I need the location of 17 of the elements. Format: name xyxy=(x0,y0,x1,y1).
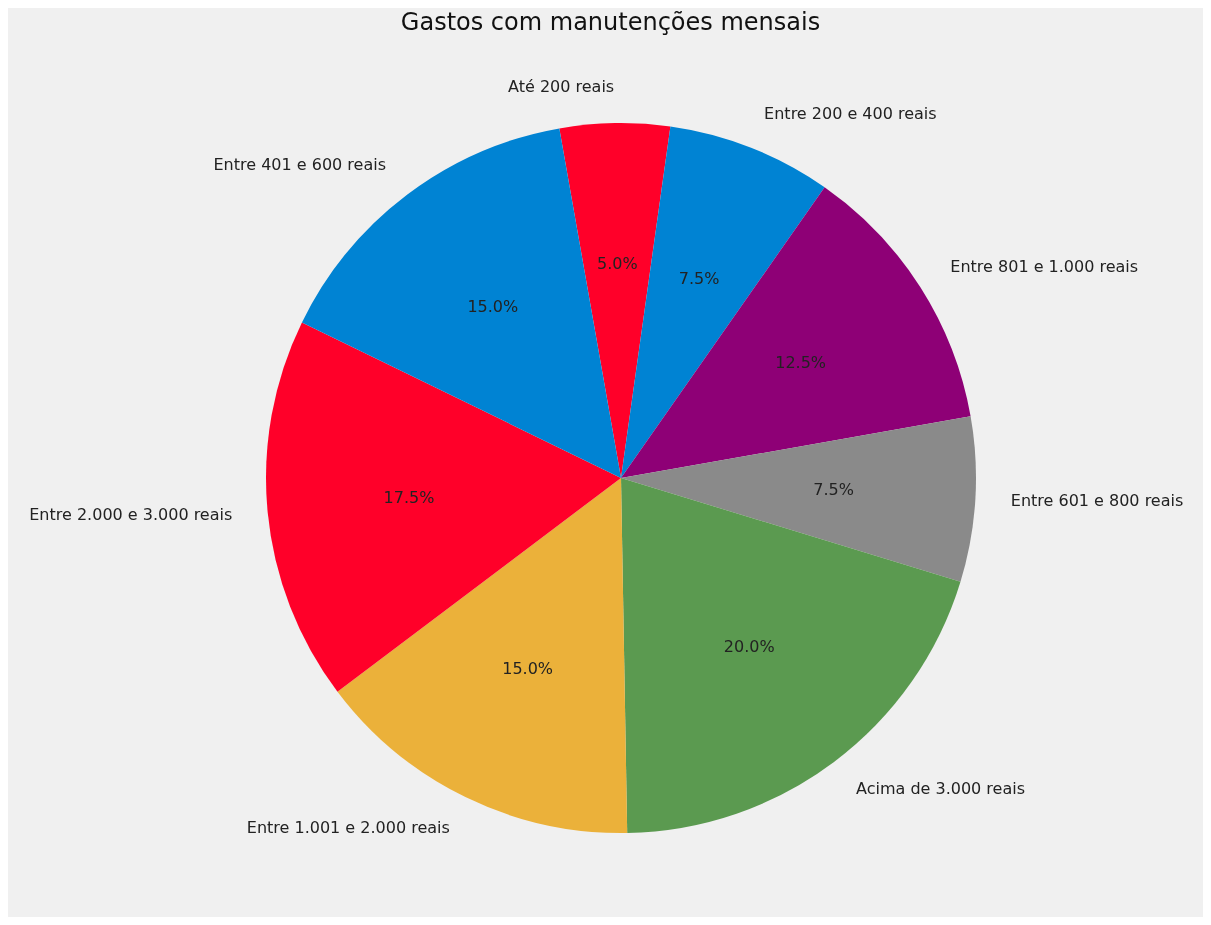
data-label: 20.0% xyxy=(723,637,775,657)
slice-label: Entre 1.001 e 2.000 reais xyxy=(246,818,450,838)
data-label: 7.5% xyxy=(813,480,854,500)
chart-title: Gastos com manutenções mensais xyxy=(400,8,821,37)
data-label: 12.5% xyxy=(775,352,827,372)
data-label: 17.5% xyxy=(383,487,435,507)
slice-label: Entre 401 e 600 reais xyxy=(213,155,386,175)
slice-label: Acima de 3.000 reais xyxy=(856,779,1026,799)
slice-label: Entre 601 e 800 reais xyxy=(1010,491,1184,510)
slice-label: Entre 200 e 400 reais xyxy=(764,103,937,123)
data-label: 15.0% xyxy=(467,297,519,317)
slice-label: Entre 2.000 e 3.000 reais xyxy=(29,504,233,524)
data-label: 5.0% xyxy=(596,254,638,274)
slice-label: Entre 801 e 1.000 reais xyxy=(950,257,1139,277)
data-label: 7.5% xyxy=(678,268,720,288)
data-label: 15.0% xyxy=(502,658,554,678)
slice-label: Até 200 reais xyxy=(508,76,615,96)
